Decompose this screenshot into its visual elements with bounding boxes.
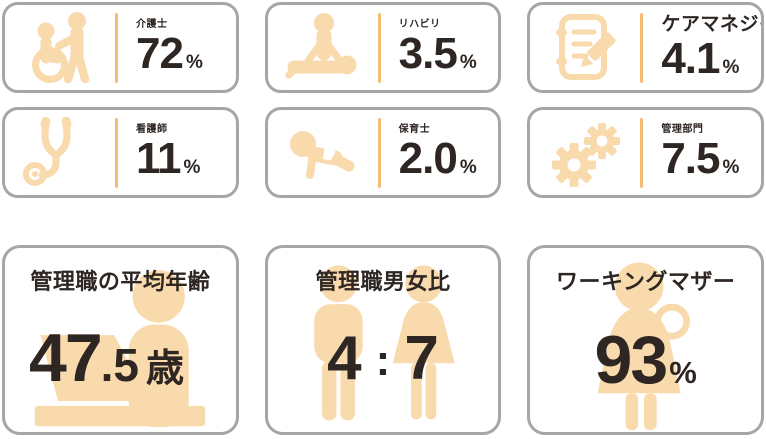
stat-text: 管理部門 7.5 % (643, 124, 761, 181)
management-stats-grid: 管理職の平均年齢 47.5 歳 管理職男女比 4 : 7 (2, 245, 764, 435)
working-mother-percent: 93 (594, 322, 669, 398)
stat-text: 看護師 11 % (118, 124, 236, 181)
divider (377, 117, 381, 188)
stat-text: リハビリ 3.5 % (381, 19, 499, 76)
stat-value: 7.5 (661, 133, 720, 183)
stat-text: ケアマネジャー 4.1 % (643, 14, 761, 83)
stat-card-nurse: 看護師 11 % (2, 107, 239, 198)
age-unit: 歳 (146, 348, 185, 390)
stat-value: 11 (136, 133, 182, 183)
stat-card-care-manager: ケアマネジャー 4.1 % (527, 2, 764, 93)
stat-value: 2.0 (398, 133, 458, 183)
stat-unit: % (185, 51, 203, 73)
age-integer: 47 (29, 320, 103, 396)
working-mother-unit: % (669, 355, 697, 390)
stat-label: 管理部門 (661, 124, 704, 136)
stat-value: 4.1 (661, 33, 720, 83)
gender-ratio-value: 4 : 7 (268, 328, 499, 390)
care-plan-clipboard-icon (530, 8, 640, 88)
age-decimal: .5 (100, 339, 140, 391)
working-mother-value: 93 % (530, 326, 761, 394)
job-ratio-grid: 介護士 72 % (2, 2, 764, 198)
ratio-female: 7 (404, 324, 439, 393)
divider (377, 12, 381, 83)
divider (640, 12, 644, 83)
stat-text: 介護士 72 % (118, 19, 236, 76)
feature-title: 管理職男女比 (315, 269, 451, 294)
stat-unit: % (183, 156, 201, 178)
average-age-value: 47.5 歳 (29, 324, 184, 392)
feature-title: 管理職の平均年齢 (30, 269, 211, 294)
mother-holding-baby-icon (597, 262, 691, 431)
stat-card-childcare: 保育士 2.0 % (264, 107, 502, 198)
feature-title: ワーキングマザー (555, 269, 736, 294)
gears-icon (530, 113, 640, 193)
feature-card-average-age: 管理職の平均年齢 47.5 歳 (2, 245, 239, 435)
ratio-male: 4 (327, 324, 362, 393)
feature-card-gender-ratio: 管理職男女比 4 : 7 (264, 245, 502, 435)
crawling-baby-icon (268, 113, 378, 193)
stat-card-admin: 管理部門 7.5 % (527, 107, 764, 198)
stat-value: 3.5 (398, 28, 458, 78)
stat-label: 介護士 (136, 19, 168, 31)
stat-label: 保育士 (398, 124, 431, 136)
stethoscope-icon (5, 113, 115, 193)
rehabilitation-icon (268, 8, 378, 88)
stat-unit: % (459, 51, 477, 73)
stat-unit: % (722, 156, 740, 178)
person-at-desk-icon (34, 270, 206, 428)
stat-unit: % (459, 156, 477, 178)
divider (640, 117, 644, 188)
stat-value: 72 (136, 28, 184, 78)
feature-card-working-mother: ワーキングマザー 93 % (527, 245, 764, 435)
stat-label: ケアマネジャー (661, 14, 761, 36)
divider (115, 12, 118, 83)
stat-text: 保育士 2.0 % (381, 124, 499, 181)
stat-label: 看護師 (136, 124, 168, 136)
stat-label: リハビリ (398, 19, 441, 31)
male-female-figures-icon (313, 265, 455, 421)
stat-card-rehabilitation: リハビリ 3.5 % (264, 2, 502, 93)
stat-card-caregiver: 介護士 72 % (2, 2, 239, 93)
stat-unit: % (722, 56, 740, 78)
divider (115, 117, 118, 188)
ratio-separator: : (375, 336, 391, 385)
caregiver-wheelchair-icon (5, 8, 115, 88)
